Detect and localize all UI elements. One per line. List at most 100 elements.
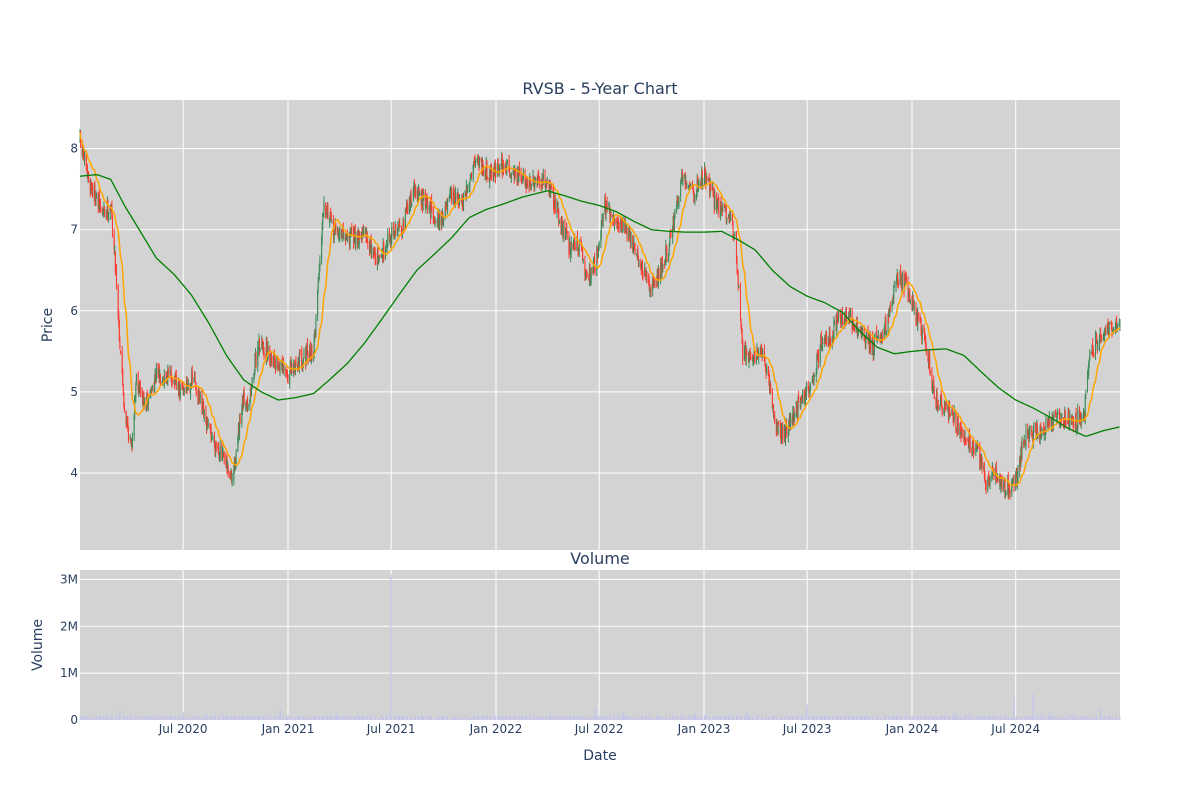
candle [806,382,807,401]
volume-bar [447,718,448,720]
candle [303,348,304,359]
candle [503,160,504,176]
candle [200,391,201,404]
candle [1057,411,1058,415]
candle [746,345,747,366]
price-plot-area[interactable] [80,100,1120,550]
volume-bar [922,719,923,720]
volume-bar [778,718,779,720]
volume-bar [184,715,185,720]
volume-bar [172,718,173,720]
volume-bar [100,716,101,720]
volume-bar [1045,717,1046,720]
volume-bar [359,717,360,720]
volume-bar [383,718,384,720]
volume-bar [726,716,727,720]
chart-title: RVSB - 5-Year Chart [522,79,677,98]
volume-bar [862,717,863,720]
candle [878,330,879,339]
volume-bar [299,718,300,720]
volume-bar [942,716,943,720]
volume-bar [307,718,308,720]
volume-bar [914,718,915,720]
x-tick-label: Jan 2022 [469,722,523,736]
candle [140,380,141,397]
x-tick-label: Jul 2024 [990,722,1040,736]
candle [611,212,612,218]
volume-bar [774,716,775,720]
candle [734,231,735,236]
candle [1017,465,1018,483]
candle [180,384,181,400]
candle [639,260,640,267]
candle [908,276,909,302]
volume-bar [870,718,871,720]
volume-y-tick-label: 2M [60,619,78,633]
candle [268,341,269,360]
candle [766,363,767,375]
candle [942,405,943,417]
candle [124,402,125,412]
volume-bar [1073,716,1074,720]
volume-bar [208,717,209,720]
candle [842,307,843,326]
candle [918,312,919,322]
price-y-tick-label: 5 [70,385,78,399]
candle [343,232,344,240]
candle [666,247,667,262]
candle [682,174,683,186]
candle [998,477,999,483]
volume-bar [351,716,352,720]
candle [563,220,564,242]
candle [327,203,328,220]
candle [112,214,113,237]
candle [1031,425,1032,437]
volume-bar [938,718,939,720]
volume-bar [770,719,771,720]
volume-bar [954,713,956,720]
candle [195,372,196,382]
candle [136,374,137,386]
candle [1073,422,1074,428]
candle [798,391,799,403]
candle [838,311,839,322]
volume-bar [339,716,340,720]
candle [451,187,452,204]
candle [289,370,290,389]
volume-bar [631,717,632,720]
candle [331,220,332,224]
volume-bar [603,717,604,720]
volume-bar [890,716,891,720]
volume-plot-area[interactable] [80,570,1120,720]
candle [635,243,636,255]
volume-bar [200,717,201,720]
volume-bar [583,717,584,720]
volume-bar [750,715,751,720]
volume-bar [1093,717,1094,720]
volume-bar [479,718,480,720]
candle [706,176,707,183]
candle [1056,412,1057,417]
candle [311,345,312,361]
candle [966,438,967,444]
price-y-tick-label: 8 [70,142,78,156]
volume-bar [950,718,951,720]
price-y-tick-label: 6 [70,304,78,318]
candle [718,197,719,218]
candle [583,258,584,264]
x-tick-label: Jan 2023 [677,722,731,736]
volume-bar [894,716,895,720]
volume-bar [1029,716,1030,720]
volume-bar [327,716,328,720]
volume-bar [527,717,528,720]
volume-bar [539,718,540,720]
volume-bar [567,717,568,720]
volume-bar [152,718,153,720]
volume-bar [291,718,292,720]
candle [603,213,604,228]
candle [120,350,121,354]
volume-bar [112,715,113,720]
candle [212,432,213,440]
volume-bar [276,717,277,720]
volume-bar [798,718,799,720]
